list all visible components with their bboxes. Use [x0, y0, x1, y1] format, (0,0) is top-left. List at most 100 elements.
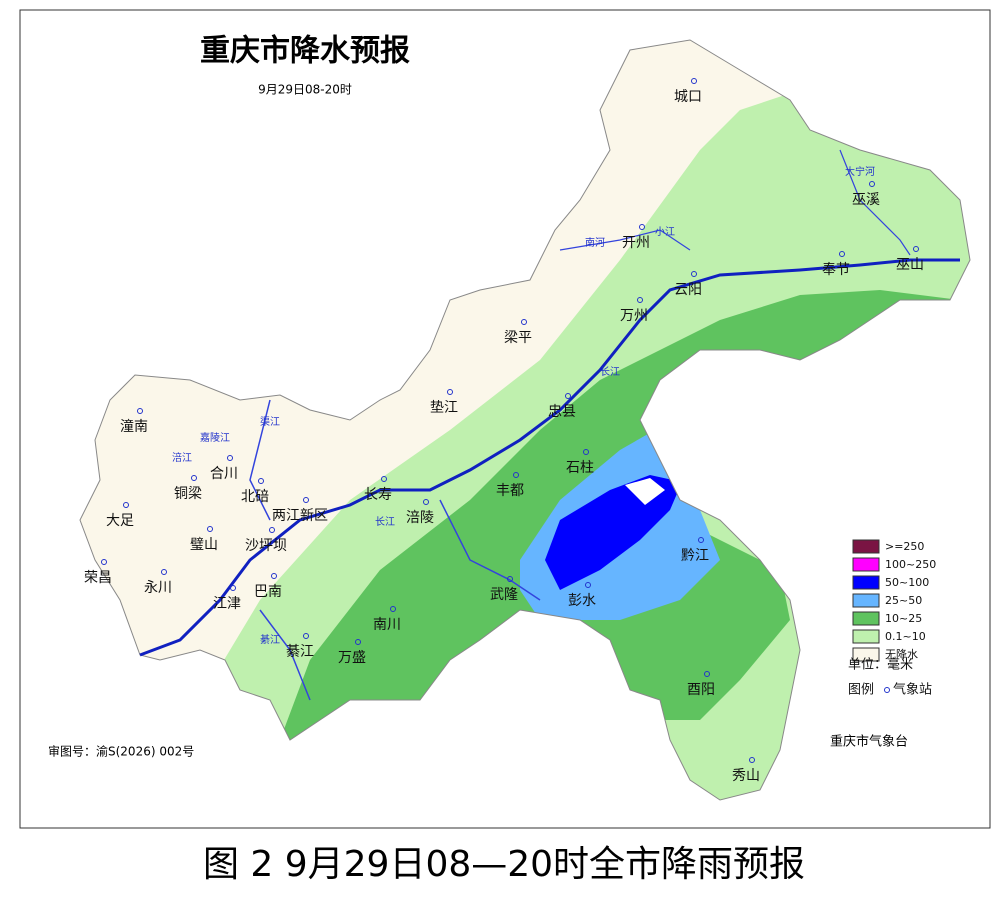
river-labels: 大宁河 南河 小江 长江 长江 涪江 渠江 嘉陵江 綦江 — [172, 165, 875, 646]
place-label: 长寿 — [364, 486, 392, 503]
place-label: 丰都 — [496, 483, 524, 499]
place-label: 两江新区 — [272, 508, 328, 524]
river-label: 长江 — [600, 366, 620, 378]
station — [521, 319, 527, 325]
place-label: 奉节 — [822, 262, 850, 278]
legend-key: 图例 — [848, 683, 874, 698]
station — [691, 271, 697, 277]
station — [269, 527, 275, 533]
legend-swatch — [852, 629, 880, 644]
station — [423, 499, 429, 505]
place-label: 巫溪 — [852, 192, 880, 208]
legend-swatch — [852, 557, 880, 572]
station — [913, 246, 919, 252]
river-label: 大宁河 — [845, 165, 875, 178]
daning-river — [839, 149, 911, 256]
river-label: 长江 — [375, 516, 395, 528]
xiao-river — [559, 229, 691, 251]
station — [137, 408, 143, 414]
legend-label: 无降水 — [885, 647, 918, 661]
jialing-river — [249, 399, 271, 521]
river-label: 小江 — [655, 226, 675, 238]
legend-label: 100~250 — [885, 558, 936, 571]
station — [583, 449, 589, 455]
river-label: 渠江 — [260, 416, 280, 428]
place-label: 大足 — [106, 513, 134, 529]
legend: >=250 100~250 50~100 25~50 10~25 0.1~10 无降水 — [852, 539, 936, 662]
place-label: 彭水 — [568, 593, 596, 609]
river-label: 涪江 — [172, 451, 192, 464]
legend-swatch — [852, 575, 880, 590]
place-label: 梁平 — [504, 330, 532, 346]
place-label: 涪陵 — [406, 510, 434, 526]
caption: 图 2 9月29日08—20时全市降雨预报 — [203, 844, 805, 885]
place-label: 开州 — [622, 235, 650, 251]
station — [839, 251, 845, 257]
place-label: 武隆 — [490, 587, 518, 603]
place-label: 忠县 — [548, 404, 576, 420]
river-label: 嘉陵江 — [200, 431, 230, 444]
place-label: 云阳 — [674, 282, 702, 298]
station — [227, 455, 233, 461]
place-label: 巫山 — [896, 257, 924, 273]
approval: 审图号：渝S(2026) 002号 — [48, 744, 194, 759]
title: 重庆市降水预报 — [200, 34, 410, 69]
station-symbol — [884, 687, 890, 693]
legend-swatch — [852, 539, 880, 554]
station — [271, 573, 277, 579]
station — [565, 393, 571, 399]
station — [230, 585, 236, 591]
legend-swatch — [852, 647, 880, 662]
place-label: 垫江 — [430, 400, 458, 416]
qi-river — [259, 609, 311, 701]
place-label: 秀山 — [732, 768, 760, 784]
legend-station: 气象站 — [893, 682, 932, 698]
river-label: 綦江 — [260, 633, 280, 646]
station — [123, 502, 129, 508]
place-label: 黔江 — [681, 548, 709, 564]
station — [191, 475, 197, 481]
station — [161, 569, 167, 575]
station — [303, 633, 309, 639]
legend-label: >=250 — [885, 540, 924, 553]
place-label: 璧山 — [190, 536, 218, 553]
place-label: 合川 — [210, 466, 238, 482]
zone-storm — [545, 475, 682, 590]
place-label: 綦江 — [286, 644, 314, 660]
legend-label: 0.1~10 — [885, 630, 926, 643]
place-label: 万州 — [620, 308, 648, 324]
place-label: 潼南 — [120, 418, 148, 435]
wu-river — [439, 499, 541, 601]
station — [585, 582, 591, 588]
station — [691, 78, 697, 84]
legend-label: 10~25 — [885, 612, 922, 625]
legend-unit: 单位：毫米 — [848, 657, 913, 673]
station — [637, 297, 643, 303]
station — [749, 757, 755, 763]
legend-swatch — [852, 611, 880, 626]
subtitle: 9月29日08-20时 — [258, 83, 352, 97]
place-label: 永川 — [144, 580, 172, 596]
legend-swatch — [852, 593, 880, 608]
place-label: 城口 — [674, 89, 702, 105]
place-label: 石柱 — [566, 460, 594, 476]
zone-gap — [625, 478, 665, 505]
place-label: 铜梁 — [174, 486, 202, 502]
station — [447, 389, 453, 395]
station — [869, 181, 875, 187]
place-label: 酉阳 — [687, 682, 715, 698]
place-label: 沙坪坝 — [245, 538, 287, 554]
place-label: 北碚 — [241, 489, 269, 505]
place-label: 荣昌 — [84, 570, 112, 586]
station — [513, 472, 519, 478]
station — [355, 639, 361, 645]
legend-label: 25~50 — [885, 594, 922, 607]
station — [704, 671, 710, 677]
station — [639, 224, 645, 230]
legend-label: 50~100 — [885, 576, 929, 589]
station — [303, 497, 309, 503]
place-label: 巴南 — [254, 584, 282, 600]
